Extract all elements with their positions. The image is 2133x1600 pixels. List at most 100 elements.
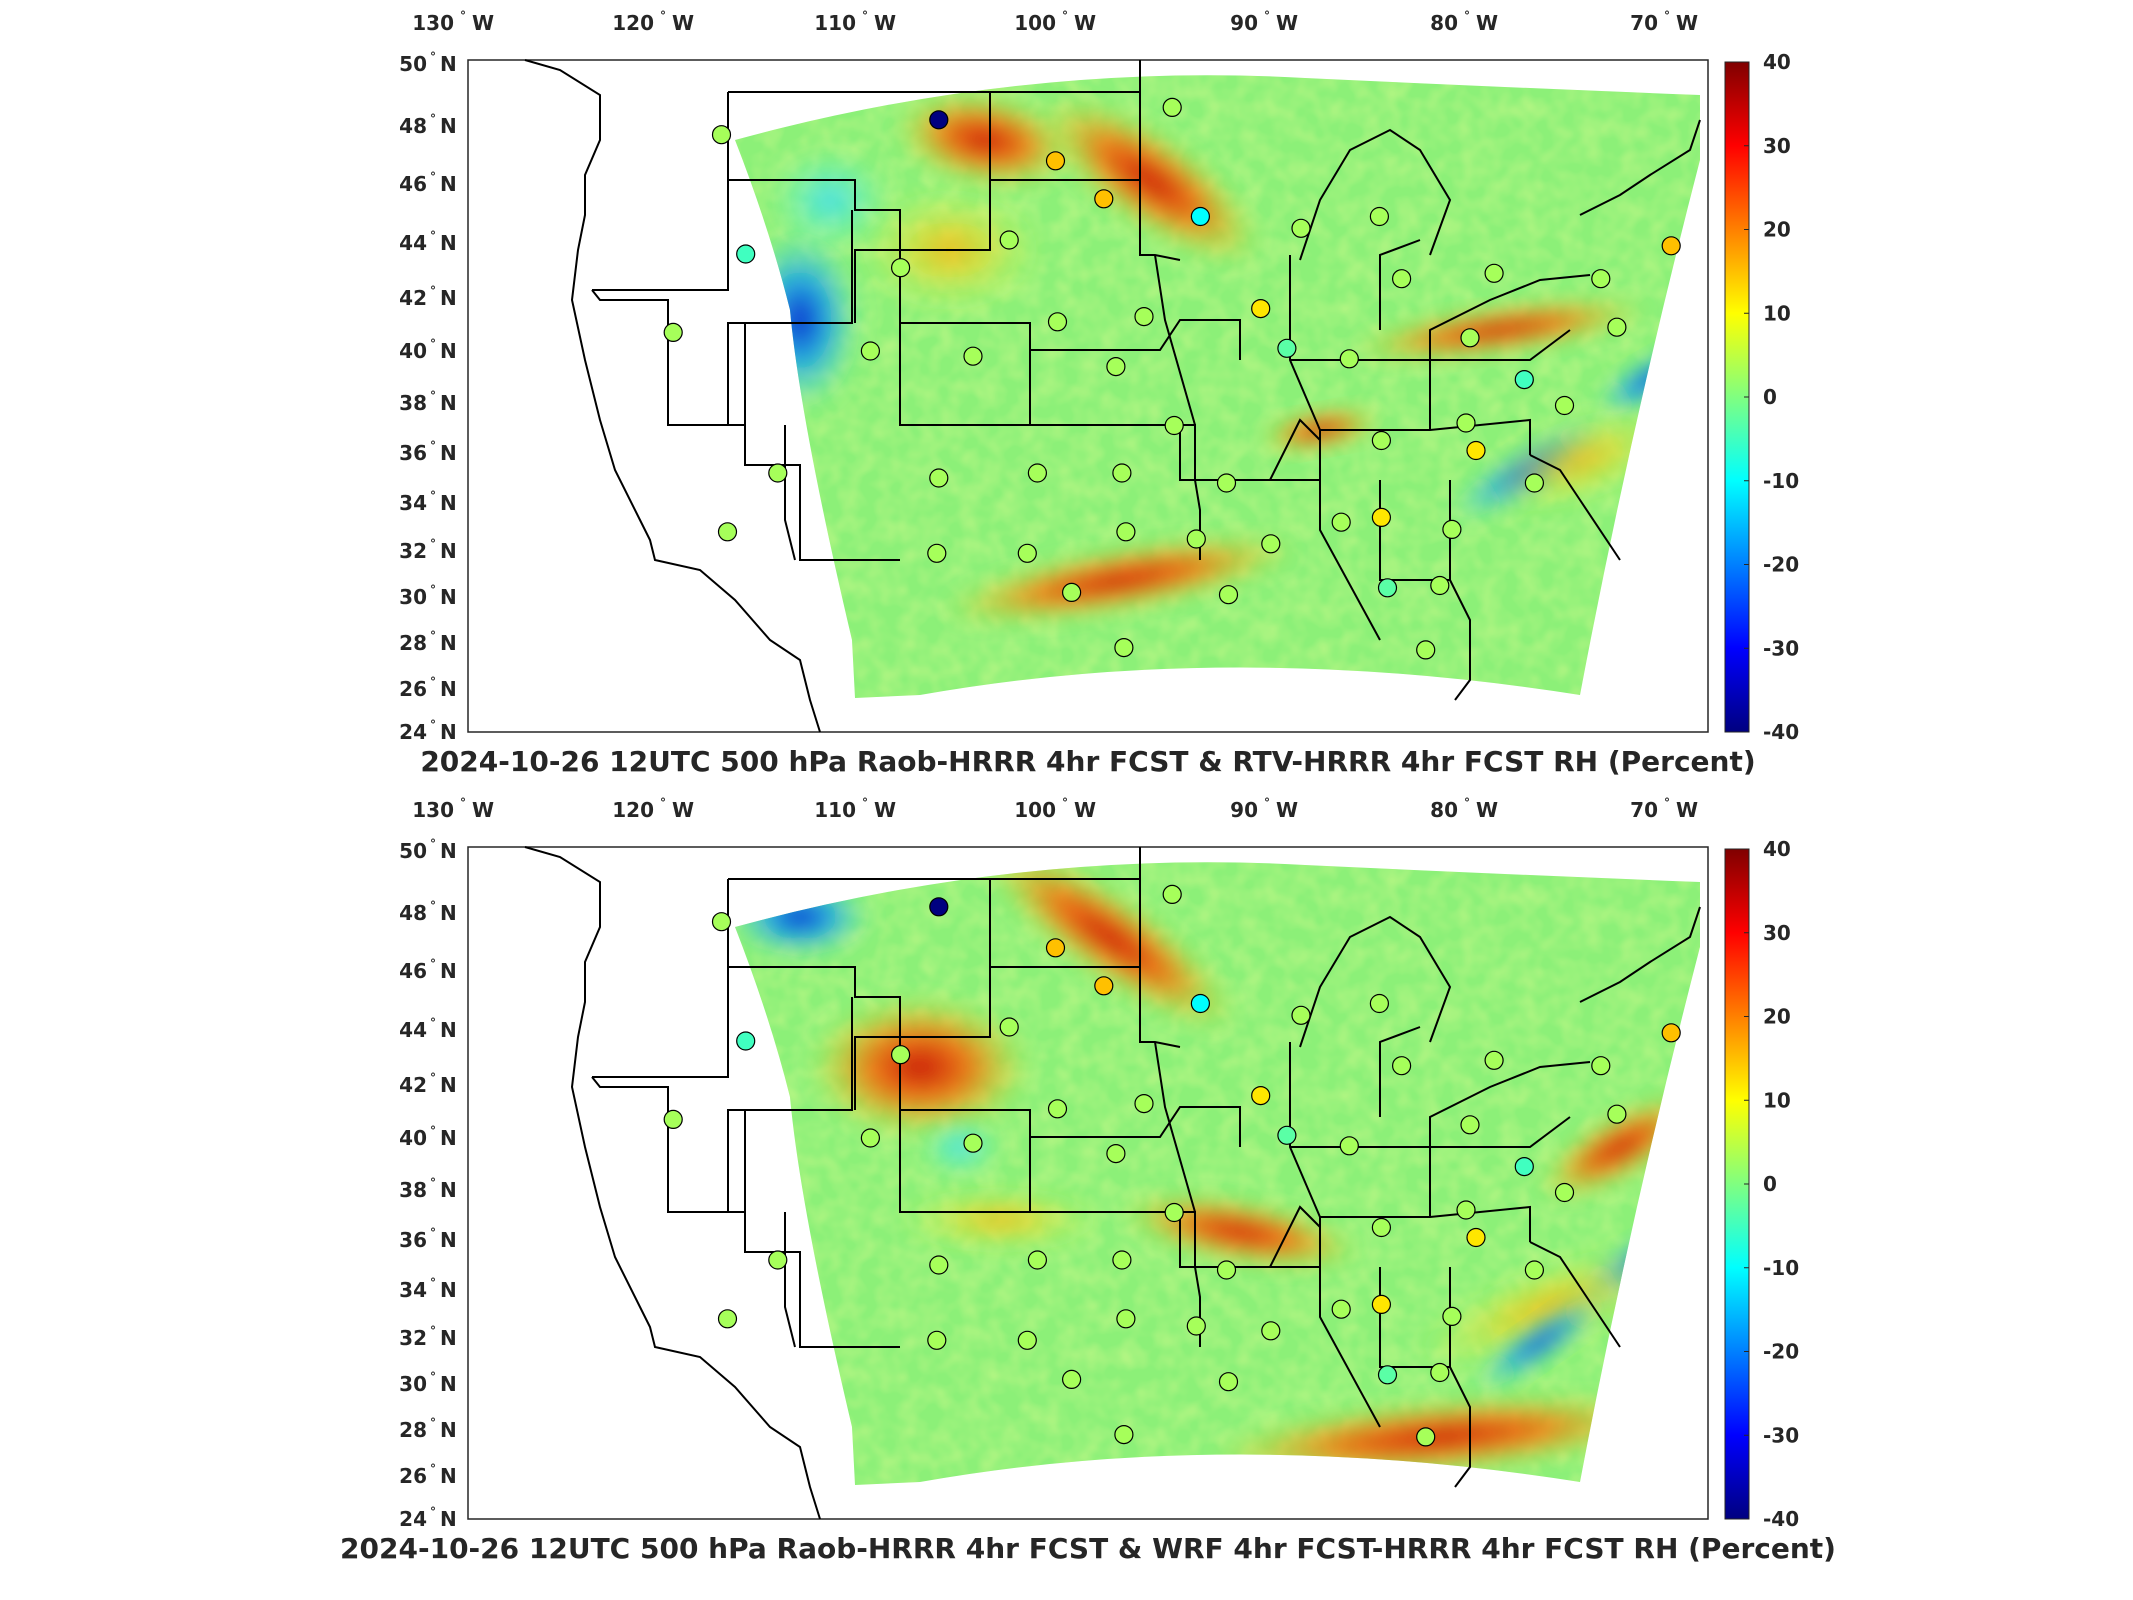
raob-station-marker	[1291, 218, 1311, 238]
raob-station-marker	[1456, 1200, 1476, 1220]
raob-station-marker	[1186, 529, 1206, 549]
lat-hemisphere-label: N	[440, 539, 457, 563]
raob-station-marker	[711, 125, 732, 145]
lon-tick-label: 100	[1014, 798, 1056, 822]
lon-tick-label: 80	[1430, 798, 1458, 822]
lat-tick-label: 44	[399, 231, 427, 255]
lon-hemisphere-label: W	[472, 11, 494, 35]
raob-station-marker	[768, 463, 788, 483]
raob-station-marker	[1251, 299, 1271, 319]
degree-symbol: °	[430, 837, 436, 851]
degree-symbol: °	[430, 675, 436, 689]
state-border	[1429, 274, 1591, 430]
lat-hemisphere-label: N	[440, 1278, 457, 1302]
lon-hemisphere-label: W	[1676, 11, 1698, 35]
colorbar-tick-label: 40	[1763, 837, 1791, 861]
degree-symbol: °	[430, 537, 436, 551]
state-border	[784, 1212, 796, 1348]
degree-symbol: °	[430, 899, 436, 913]
raob-station-marker	[1456, 413, 1476, 433]
lat-hemisphere-label: N	[440, 631, 457, 655]
raob-station-marker	[963, 1133, 983, 1153]
lat-tick-label: 28	[399, 1418, 427, 1442]
degree-symbol: °	[430, 337, 436, 351]
raob-station-marker	[1607, 1104, 1627, 1124]
lat-hemisphere-label: N	[440, 52, 457, 76]
state-border	[1319, 430, 1381, 641]
lon-tick-label: 90	[1230, 798, 1258, 822]
colorbar-tick-label: -20	[1763, 553, 1799, 577]
raob-station-marker	[717, 522, 738, 542]
lat-hemisphere-label: N	[440, 1126, 457, 1150]
raob-station-marker	[1114, 637, 1134, 658]
raob-station-marker	[1190, 206, 1211, 227]
lat-hemisphere-label: N	[440, 114, 457, 138]
raob-station-marker	[1047, 312, 1068, 332]
raob-station-marker	[1442, 519, 1462, 540]
lon-hemisphere-label: W	[874, 798, 896, 822]
lat-tick-label: 28	[399, 631, 427, 655]
raob-station-marker	[1094, 189, 1114, 209]
lon-hemisphere-label: W	[1074, 11, 1096, 35]
lon-tick-label: 100	[1014, 11, 1056, 35]
degree-symbol: °	[430, 229, 436, 243]
degree-symbol: °	[1264, 796, 1270, 810]
lat-hemisphere-label: N	[440, 1507, 457, 1531]
raob-station-marker	[1216, 1260, 1237, 1280]
raob-station-marker	[1430, 575, 1450, 596]
raob-station-marker	[1094, 976, 1114, 996]
raob-station-marker	[1466, 1227, 1486, 1248]
colorbar-tick-label: -30	[1763, 1423, 1799, 1447]
degree-symbol: °	[430, 170, 436, 184]
state-borders	[524, 846, 1701, 1520]
raob-station-marker	[1524, 1260, 1545, 1280]
lon-hemisphere-label: W	[1476, 798, 1498, 822]
raob-station-marker	[1331, 512, 1351, 532]
state-borders	[524, 59, 1701, 733]
lon-tick-label: 70	[1630, 11, 1658, 35]
degree-symbol: °	[430, 1124, 436, 1138]
degree-symbol: °	[430, 112, 436, 126]
raob-station-marker	[1554, 395, 1575, 416]
lat-tick-label: 44	[399, 1018, 427, 1042]
state-border	[668, 322, 745, 426]
colorbar-tick-label: 10	[1763, 1088, 1791, 1112]
degree-symbol: °	[1062, 796, 1068, 810]
degree-symbol: °	[430, 1176, 436, 1190]
raob-station-marker	[1186, 1316, 1206, 1336]
lat-hemisphere-label: N	[440, 391, 457, 415]
raob-station-marker	[1164, 415, 1184, 436]
raob-station-marker	[963, 346, 983, 366]
raob-station-marker	[1027, 1250, 1048, 1270]
state-border	[1299, 915, 1452, 1048]
degree-symbol: °	[430, 284, 436, 298]
raob-station-marker	[1061, 1369, 1082, 1390]
lat-tick-label: 42	[399, 1073, 427, 1097]
raob-station-marker	[890, 1045, 911, 1065]
lon-hemisphere-label: W	[1074, 798, 1096, 822]
raob-station-marker	[1112, 1250, 1132, 1270]
lat-hemisphere-label: N	[440, 441, 457, 465]
lon-hemisphere-label: W	[1276, 11, 1298, 35]
degree-symbol: °	[430, 1416, 436, 1430]
coastline	[524, 846, 821, 1520]
raob-station-marker	[1218, 1372, 1239, 1392]
degree-symbol: °	[430, 489, 436, 503]
colorbar-tick-label: 0	[1763, 1172, 1777, 1196]
degree-symbol: °	[660, 9, 666, 23]
colorbar-tick-label: 30	[1763, 134, 1791, 158]
lat-tick-label: 42	[399, 286, 427, 310]
lat-tick-label: 50	[399, 52, 427, 76]
degree-symbol: °	[430, 389, 436, 403]
raob-station-marker	[1045, 938, 1066, 958]
raob-station-marker	[1045, 151, 1066, 171]
lat-hemisphere-label: N	[440, 959, 457, 983]
raob-station-marker	[1047, 1099, 1068, 1119]
raob-station-marker	[1554, 1182, 1575, 1203]
raob-station-marker	[929, 1255, 949, 1275]
lat-tick-label: 46	[399, 172, 427, 196]
raob-station-marker	[1339, 349, 1359, 369]
lat-hemisphere-label: N	[440, 339, 457, 363]
degree-symbol: °	[430, 1276, 436, 1290]
